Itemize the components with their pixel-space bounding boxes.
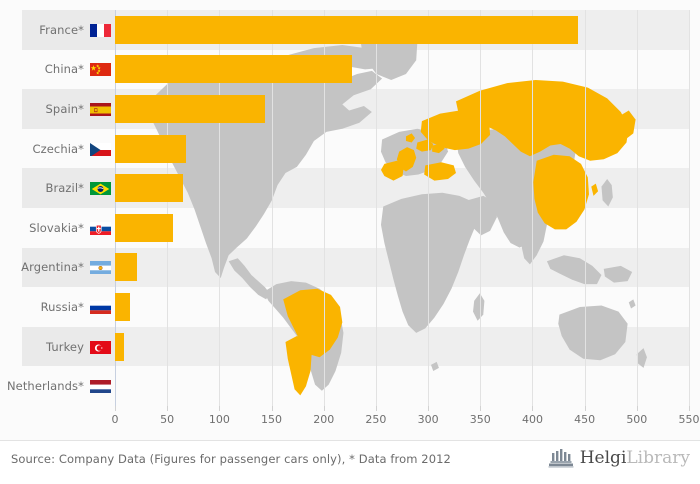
tick-mark: [584, 406, 586, 411]
flag-czechia-icon: [90, 142, 111, 156]
gridline: [532, 10, 534, 406]
tick-mark: [636, 406, 638, 411]
brand-secondary: Library: [626, 447, 690, 468]
gridline: [375, 10, 377, 406]
bar-russia[interactable]: [115, 293, 130, 321]
category-label-brazil[interactable]: Brazil*: [0, 168, 115, 208]
category-label-text: France*: [39, 22, 84, 37]
tick-label: 450: [574, 413, 596, 426]
category-axis: France* China* Spain* Czechia* Brazil* Slovak…: [0, 10, 115, 406]
flag-turkey-icon: [90, 340, 111, 354]
tick-mark: [167, 406, 169, 411]
library-building-icon: [548, 449, 574, 468]
plot-row-stripe: [115, 168, 689, 208]
gridline: [219, 10, 221, 406]
tick-label: 0: [111, 413, 119, 426]
gridline: [323, 10, 325, 406]
tick-label: 300: [417, 413, 439, 426]
tick-mark: [480, 406, 482, 411]
gridline: [584, 10, 586, 406]
plot-area: [115, 10, 690, 406]
tick-label: 550: [678, 413, 700, 426]
flag-france-icon: [90, 23, 111, 37]
tick-mark: [532, 406, 534, 411]
gridline: [428, 10, 430, 406]
value-axis: 0 50 100 150 200 250 300 350 400 450 500 550: [111, 406, 700, 430]
flag-spain-icon: [90, 102, 111, 116]
bar-spain[interactable]: [115, 95, 266, 123]
flag-russia-icon: [90, 300, 111, 314]
category-label-text: Russia*: [40, 299, 84, 314]
bar-argentina[interactable]: [115, 253, 137, 282]
category-label-text: Argentina*: [21, 260, 84, 275]
bar-china[interactable]: [115, 55, 352, 84]
category-label-china[interactable]: China*: [0, 50, 115, 90]
gridline: [480, 10, 482, 406]
plot-row-stripe: [115, 326, 689, 367]
category-label-text: Netherlands*: [6, 379, 84, 394]
tick-label: 500: [626, 413, 648, 426]
category-label-turkey[interactable]: Turkey: [0, 327, 115, 367]
bar-brazil[interactable]: [115, 174, 183, 203]
bar-czechia[interactable]: [115, 134, 186, 163]
category-label-text: Spain*: [45, 101, 84, 116]
flag-netherlands-icon: [90, 379, 111, 394]
bar-france[interactable]: [115, 15, 579, 44]
flag-slovakia-icon: [90, 221, 111, 235]
axis-zero-line: [115, 10, 116, 406]
category-label-netherlands[interactable]: Netherlands*: [0, 366, 115, 406]
gridline: [689, 10, 690, 406]
tick-label: 250: [365, 413, 387, 426]
category-label-text: China*: [44, 62, 84, 77]
plot-row-stripe: [115, 247, 689, 288]
tick-mark: [428, 406, 430, 411]
gridline: [271, 10, 273, 406]
category-label-france[interactable]: France*: [0, 10, 115, 50]
category-label-czechia[interactable]: Czechia*: [0, 129, 115, 169]
tick-mark: [271, 406, 273, 411]
tick-mark: [219, 406, 221, 411]
bar-slovakia[interactable]: [115, 213, 174, 242]
flag-argentina-icon: [90, 260, 111, 275]
category-label-text: Slovakia*: [29, 220, 84, 235]
source-note: Source: Company Data (Figures for passen…: [11, 452, 451, 466]
brand-primary: Helgi: [579, 447, 627, 468]
tick-label: 200: [313, 413, 335, 426]
tick-label: 350: [469, 413, 491, 426]
category-label-text: Turkey: [45, 339, 84, 354]
flag-china-icon: [90, 62, 111, 77]
gridline: [167, 10, 169, 406]
tick-label: 50: [160, 413, 175, 426]
brand-wordmark: HelgiLibrary: [579, 447, 690, 468]
helgi-library-logo[interactable]: HelgiLibrary: [548, 448, 690, 468]
category-label-spain[interactable]: Spain*: [0, 89, 115, 129]
tick-mark: [689, 406, 690, 411]
gridline: [636, 10, 638, 406]
tick-label: 150: [261, 413, 283, 426]
chart-footer: [0, 440, 700, 484]
tick-label: 400: [521, 413, 543, 426]
flag-brazil-icon: [90, 181, 111, 196]
tick-mark: [323, 406, 325, 411]
tick-mark: [375, 406, 377, 411]
category-label-russia[interactable]: Russia*: [0, 287, 115, 327]
bar-turkey[interactable]: [115, 332, 125, 361]
category-label-text: Czechia*: [32, 141, 84, 156]
tick-mark: [115, 406, 116, 411]
category-label-slovakia[interactable]: Slovakia*: [0, 208, 115, 248]
category-label-argentina[interactable]: Argentina*: [0, 248, 115, 288]
tick-label: 100: [208, 413, 230, 426]
category-label-text: Brazil*: [45, 181, 84, 196]
